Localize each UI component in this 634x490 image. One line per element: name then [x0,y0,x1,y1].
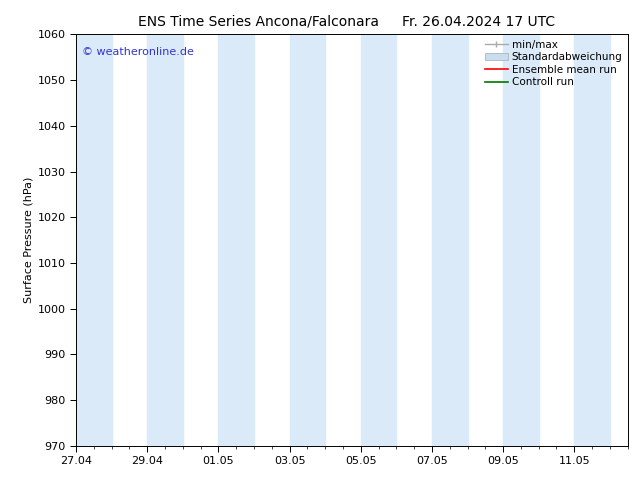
Bar [432,34,467,446]
Text: ENS Time Series Ancona/Falconara: ENS Time Series Ancona/Falconara [138,15,378,29]
Bar [147,34,183,446]
Text: Fr. 26.04.2024 17 UTC: Fr. 26.04.2024 17 UTC [402,15,555,29]
Text: © weatheronline.de: © weatheronline.de [82,47,193,57]
Bar [290,34,325,446]
Bar [76,34,112,446]
Bar [361,34,396,446]
Bar [503,34,539,446]
Bar [219,34,254,446]
Legend: min/max, Standardabweichung, Ensemble mean run, Controll run: min/max, Standardabweichung, Ensemble me… [482,37,624,89]
Bar [574,34,610,446]
Y-axis label: Surface Pressure (hPa): Surface Pressure (hPa) [23,177,34,303]
